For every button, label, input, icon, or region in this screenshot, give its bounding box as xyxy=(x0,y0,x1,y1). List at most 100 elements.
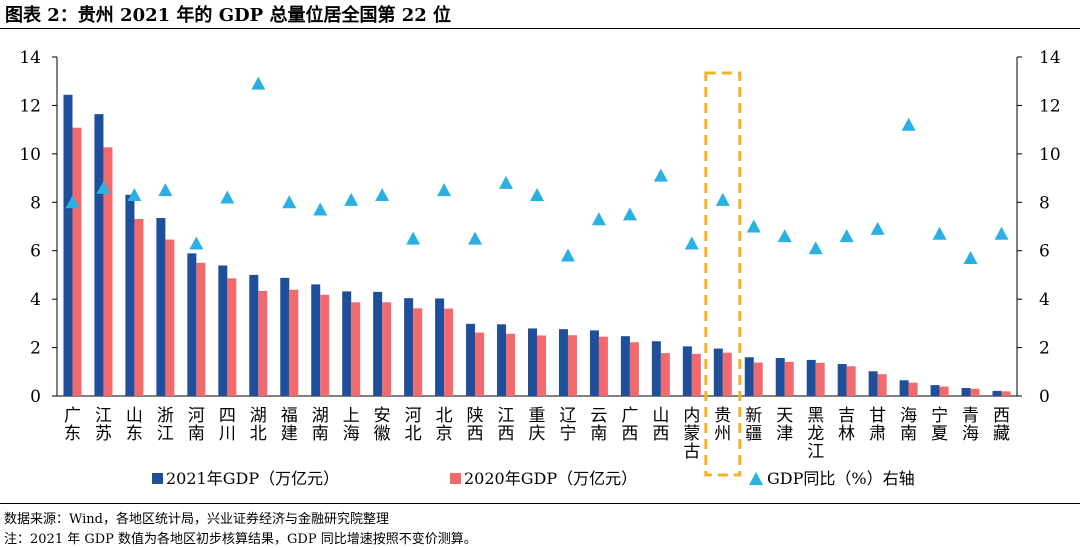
bar-2021 xyxy=(992,390,1002,396)
growth-point xyxy=(715,192,730,206)
right-tick-label: 4 xyxy=(1039,290,1050,310)
category-label: 西 xyxy=(652,424,669,444)
category-label: 西 xyxy=(993,406,1010,426)
bar-2021 xyxy=(497,324,507,396)
category-label: 海 xyxy=(900,406,917,426)
bar-2020 xyxy=(196,262,206,396)
bar-2021 xyxy=(311,284,321,396)
growth-point xyxy=(375,188,390,202)
bar-2021 xyxy=(94,114,104,396)
category-label: 湖 xyxy=(312,406,329,426)
category-label: 苏 xyxy=(95,424,112,444)
bar-2020 xyxy=(382,302,392,396)
left-tick-label: 10 xyxy=(19,145,41,165)
bar-2021 xyxy=(744,357,754,396)
category-label: 西 xyxy=(467,424,484,444)
bar-2020 xyxy=(413,308,423,396)
bar-2021 xyxy=(682,346,692,396)
category-label: 北 xyxy=(250,424,267,444)
left-tick-label: 0 xyxy=(30,387,41,407)
bar-2020 xyxy=(691,353,701,396)
left-tick-label: 14 xyxy=(19,48,41,68)
growth-point xyxy=(65,195,80,209)
category-label: 蒙 xyxy=(683,424,700,444)
bar-2021 xyxy=(249,274,259,396)
legend-swatch-2020 xyxy=(450,473,461,484)
category-label: 南 xyxy=(312,424,329,444)
category-label: 河 xyxy=(405,406,422,426)
growth-point xyxy=(808,241,823,255)
category-label: 龙 xyxy=(807,424,824,444)
category-label: 州 xyxy=(714,424,731,444)
category-label: 广 xyxy=(64,406,81,426)
bar-2020 xyxy=(629,342,639,396)
growth-point xyxy=(189,236,204,250)
bar-2020 xyxy=(598,336,608,396)
category-label: 青 xyxy=(962,406,979,426)
right-tick-label: 6 xyxy=(1039,242,1050,262)
chart-legend: 2021年GDP（万亿元） 2020年GDP（万亿元） GDP同比（%）右轴 xyxy=(152,469,915,488)
bar-2020 xyxy=(351,302,361,396)
bar-2021 xyxy=(125,194,135,396)
category-label: 南 xyxy=(900,424,917,444)
category-label: 重 xyxy=(529,406,546,426)
category-label: 新 xyxy=(745,406,762,426)
title-divider xyxy=(0,28,1080,29)
category-label: 江 xyxy=(498,406,515,426)
category-label: 徽 xyxy=(374,424,391,444)
category-label: 宁 xyxy=(931,406,948,426)
category-label: 江 xyxy=(95,406,112,426)
right-tick-label: 0 xyxy=(1039,387,1050,407)
growth-point xyxy=(96,180,111,194)
legend-label-growth: GDP同比（%）右轴 xyxy=(767,469,915,488)
bar-2020 xyxy=(753,362,763,396)
bar-2021 xyxy=(373,291,383,396)
growth-point xyxy=(901,117,916,131)
bar-2021 xyxy=(280,277,290,396)
growth-point xyxy=(622,207,637,221)
right-tick-label: 8 xyxy=(1039,193,1050,213)
growth-point xyxy=(251,76,266,90)
category-label: 夏 xyxy=(931,424,948,444)
growth-point xyxy=(560,248,575,262)
bar-2020 xyxy=(258,290,268,396)
right-tick-label: 14 xyxy=(1039,48,1061,68)
category-label: 川 xyxy=(219,424,236,444)
category-label: 北 xyxy=(436,406,453,426)
chart-bars xyxy=(63,71,1011,477)
growth-point xyxy=(530,188,544,202)
bar-2020 xyxy=(72,127,82,396)
left-tick-label: 12 xyxy=(19,96,41,116)
growth-point xyxy=(220,190,235,204)
bar-2021 xyxy=(806,359,816,396)
bar-2020 xyxy=(475,332,485,396)
growth-point xyxy=(746,219,761,233)
growth-point xyxy=(684,236,699,250)
category-label: 辽 xyxy=(559,406,576,426)
bar-2020 xyxy=(320,294,330,396)
bar-2020 xyxy=(908,382,918,396)
bar-2021 xyxy=(589,330,599,396)
category-label: 肃 xyxy=(869,424,886,444)
legend-label-2021: 2021年GDP（万亿元） xyxy=(166,469,339,488)
legend-swatch-growth xyxy=(749,472,763,485)
category-label: 古 xyxy=(683,442,700,462)
category-label: 江 xyxy=(157,424,174,444)
chart-points xyxy=(65,76,1009,264)
category-label: 疆 xyxy=(745,424,762,444)
bar-2021 xyxy=(218,265,228,396)
note-text: 注：2021 年 GDP 数值为各地区初步核算结果，GDP 同比增速按照不变价测… xyxy=(4,532,477,547)
chart-title: 图表 2：贵州 2021 年的 GDP 总量位居全国第 22 位 xyxy=(5,5,452,26)
category-labels: 广东江苏山东浙江河南四川湖北福建湖南上海安徽河北北京陕西江西重庆辽宁云南广西山西… xyxy=(64,406,1010,462)
category-label: 江 xyxy=(807,442,824,462)
bar-2020 xyxy=(970,388,980,396)
bar-2021 xyxy=(961,388,971,396)
growth-point xyxy=(313,202,328,216)
growth-point xyxy=(963,250,978,264)
right-tick-label: 12 xyxy=(1039,96,1061,116)
bar-2021 xyxy=(651,341,661,396)
bar-2020 xyxy=(1001,391,1011,396)
left-tick-label: 4 xyxy=(30,290,41,310)
legend-swatch-2021 xyxy=(152,473,163,484)
